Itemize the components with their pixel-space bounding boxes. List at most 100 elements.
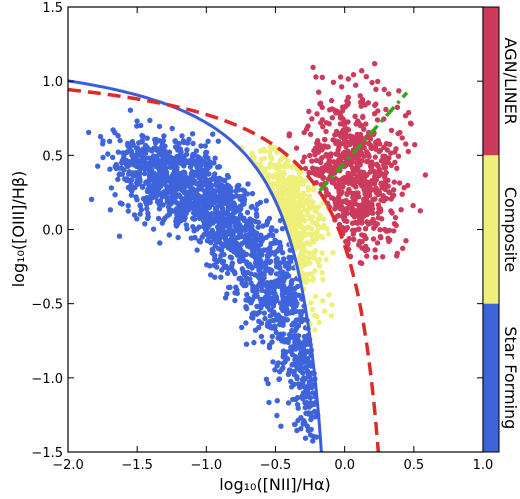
data-point xyxy=(190,186,196,192)
data-point xyxy=(212,274,218,280)
data-point xyxy=(310,64,316,71)
data-point xyxy=(302,165,309,172)
data-point xyxy=(241,198,247,204)
data-point xyxy=(156,171,162,178)
data-point xyxy=(242,280,249,286)
data-point xyxy=(293,396,299,403)
data-point xyxy=(216,217,222,223)
data-point xyxy=(263,267,269,274)
data-point xyxy=(224,270,231,277)
data-point xyxy=(316,319,322,326)
data-point xyxy=(137,202,143,208)
data-point xyxy=(313,157,320,164)
data-point xyxy=(372,61,378,67)
colorbar-frame xyxy=(482,6,500,453)
data-point xyxy=(139,183,146,189)
data-point xyxy=(261,146,267,152)
data-point xyxy=(258,305,264,311)
data-point xyxy=(315,204,322,210)
data-point xyxy=(147,173,153,180)
data-point xyxy=(159,149,165,155)
data-point xyxy=(354,173,360,180)
data-point xyxy=(125,208,131,214)
data-point xyxy=(391,221,398,227)
data-point xyxy=(249,238,256,244)
data-point xyxy=(210,232,217,239)
data-point xyxy=(134,123,140,129)
data-point xyxy=(296,180,303,187)
data-point xyxy=(329,115,336,121)
data-point xyxy=(346,235,352,242)
data-point xyxy=(391,187,397,193)
axis-ticks: −2.0 −1.5 −1.0 −0.5 0.0 0.5 1.0−1.5−1.0−0.50.0… xyxy=(31,1,493,473)
data-point xyxy=(293,363,299,369)
data-point xyxy=(325,166,332,172)
data-point xyxy=(269,225,275,231)
data-point xyxy=(205,138,211,144)
data-point xyxy=(181,157,187,163)
data-point xyxy=(225,284,232,291)
data-point xyxy=(286,292,292,298)
data-point xyxy=(370,236,377,242)
data-point xyxy=(352,195,358,201)
data-point xyxy=(266,399,272,406)
data-point xyxy=(301,257,307,263)
data-point xyxy=(215,180,222,187)
data-point xyxy=(312,327,318,333)
data-point xyxy=(136,140,142,146)
data-point xyxy=(361,126,367,132)
data-point xyxy=(291,212,297,218)
data-point xyxy=(295,381,302,387)
data-point xyxy=(146,146,152,153)
data-point xyxy=(332,206,338,212)
data-point xyxy=(266,342,273,348)
data-point xyxy=(285,400,292,406)
data-point xyxy=(144,215,151,222)
data-point xyxy=(177,146,183,152)
data-point xyxy=(268,249,274,255)
data-point xyxy=(222,177,228,184)
data-point xyxy=(263,376,270,382)
data-point xyxy=(155,215,162,222)
data-point xyxy=(249,190,256,197)
data-point xyxy=(386,238,392,245)
data-point xyxy=(266,318,273,325)
data-point xyxy=(321,136,328,143)
data-point xyxy=(312,268,318,274)
data-point xyxy=(330,79,337,86)
data-point xyxy=(356,226,362,232)
data-point xyxy=(228,219,235,225)
data-point xyxy=(203,164,209,170)
data-point xyxy=(308,232,315,238)
data-point xyxy=(363,172,369,179)
data-point xyxy=(183,151,190,157)
data-point xyxy=(244,243,251,249)
data-point xyxy=(328,97,335,104)
data-point xyxy=(290,299,296,306)
data-point xyxy=(175,156,181,162)
data-point xyxy=(270,232,276,239)
data-point xyxy=(303,390,310,396)
data-point xyxy=(162,192,168,198)
data-point xyxy=(212,155,218,161)
data-point xyxy=(374,117,381,123)
data-point xyxy=(199,214,206,220)
data-point xyxy=(356,202,362,209)
data-point xyxy=(137,177,143,183)
data-point xyxy=(306,250,312,256)
data-point xyxy=(142,166,148,172)
data-point xyxy=(284,207,290,213)
data-point xyxy=(140,156,146,162)
data-point xyxy=(336,177,342,183)
data-point xyxy=(299,308,306,315)
data-point xyxy=(274,264,281,270)
data-point xyxy=(274,398,280,404)
data-point xyxy=(312,293,319,299)
data-point xyxy=(302,404,308,411)
data-point xyxy=(220,227,226,233)
y-tick-label: 0.5 xyxy=(42,149,63,164)
data-point xyxy=(273,294,280,300)
data-point xyxy=(296,221,302,227)
data-point xyxy=(289,175,295,181)
